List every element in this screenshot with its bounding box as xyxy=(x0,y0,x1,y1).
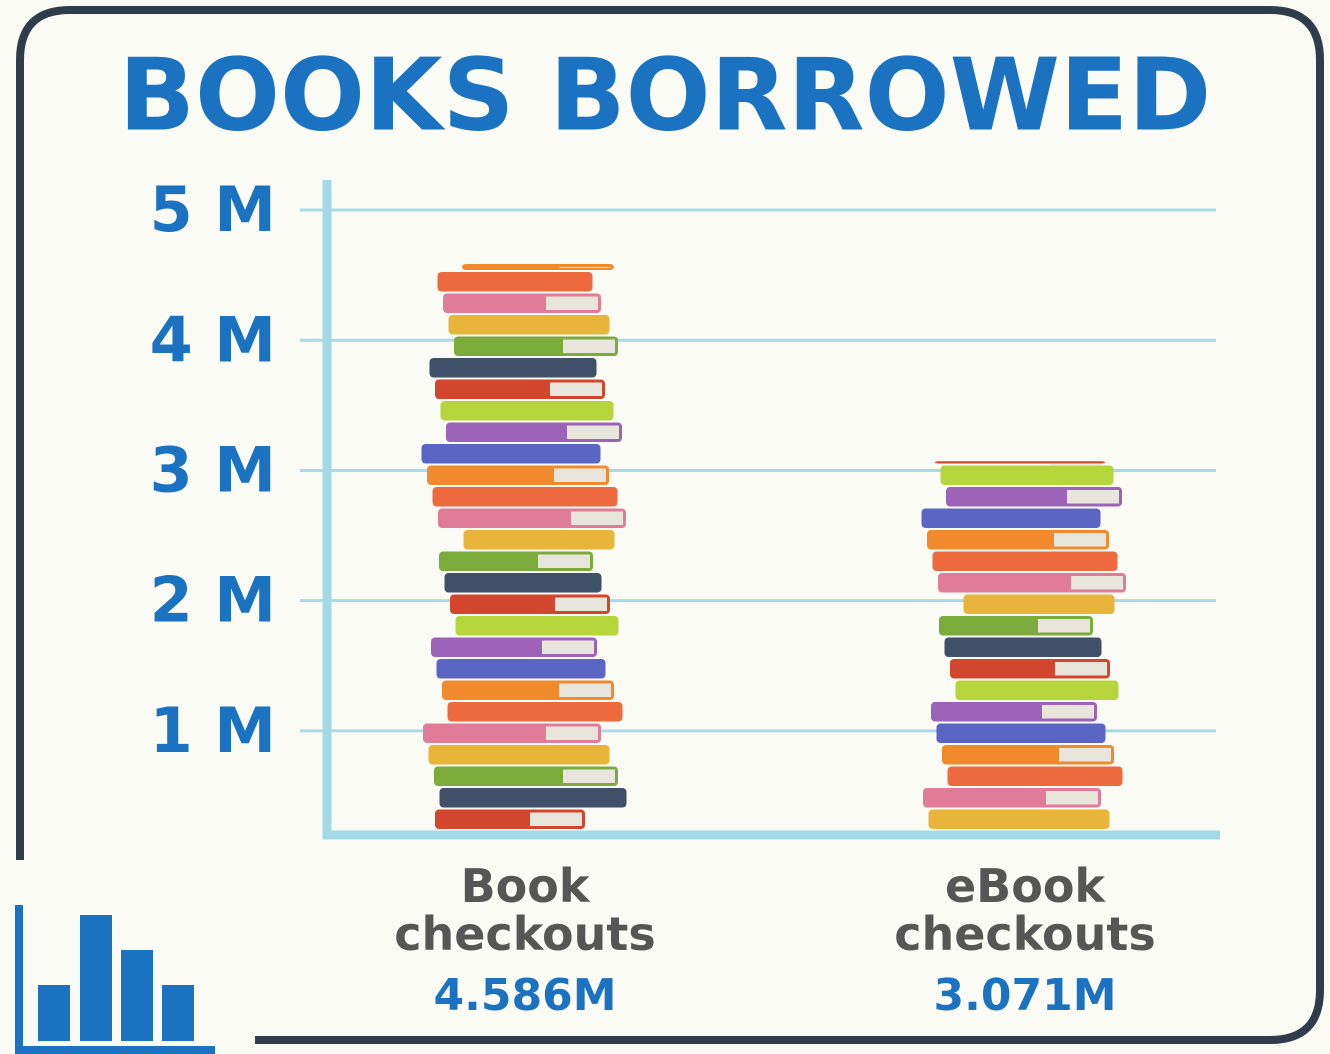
book-pages xyxy=(542,641,594,655)
book xyxy=(440,788,627,808)
book-pages xyxy=(555,598,607,612)
book-pages xyxy=(1071,576,1123,590)
book xyxy=(464,530,615,550)
book xyxy=(448,702,623,722)
y-tick-label: 4 M xyxy=(150,303,276,376)
book xyxy=(437,659,606,679)
book-pages xyxy=(1050,464,1102,465)
book xyxy=(935,461,1105,463)
book xyxy=(430,358,597,378)
book-pages xyxy=(1038,619,1090,633)
x-tick-label: Book checkouts xyxy=(365,862,685,958)
book-pages xyxy=(538,555,590,569)
book-pages xyxy=(546,727,598,741)
book-pages xyxy=(1055,662,1107,676)
book-pages xyxy=(1067,490,1119,504)
book xyxy=(433,487,618,507)
book xyxy=(964,595,1115,615)
book-pages xyxy=(563,340,615,354)
book xyxy=(445,573,602,593)
book xyxy=(948,767,1123,787)
y-tick-label: 2 M xyxy=(150,564,276,637)
book xyxy=(945,638,1102,658)
book-pages xyxy=(1059,748,1111,762)
book-stack xyxy=(922,461,1127,829)
value-label: 4.586M xyxy=(365,970,685,1021)
book xyxy=(456,616,619,636)
value-label: 3.071M xyxy=(865,970,1185,1021)
book xyxy=(449,315,610,335)
book xyxy=(429,745,610,765)
y-tick-label: 1 M xyxy=(150,694,276,767)
book-pages xyxy=(546,297,598,311)
book-pages xyxy=(567,426,619,440)
book-pages xyxy=(559,267,611,268)
y-tick-label: 5 M xyxy=(150,173,276,246)
book-pages xyxy=(550,383,602,397)
chart-title: BOOKS BORROWED xyxy=(119,36,1211,153)
book-pages xyxy=(571,512,623,526)
book-pages xyxy=(530,813,582,827)
book-pages xyxy=(1054,533,1106,547)
x-tick-label: eBook checkouts xyxy=(865,862,1185,958)
book-stack xyxy=(422,264,627,829)
book-pages xyxy=(1046,791,1098,805)
book xyxy=(937,724,1106,744)
book-pages xyxy=(559,684,611,698)
book xyxy=(929,810,1110,830)
book xyxy=(933,552,1118,572)
book-pages xyxy=(563,770,615,784)
page: BOOKS BORROWED 1 M 2 M 3 M 4 M 5 M Book chec… xyxy=(0,0,1330,1054)
book-pages xyxy=(554,469,606,483)
book xyxy=(438,272,593,292)
book xyxy=(922,509,1101,529)
book xyxy=(441,401,614,421)
book xyxy=(941,466,1114,486)
y-tick-label: 3 M xyxy=(150,434,276,507)
book xyxy=(422,444,601,464)
book-pages xyxy=(1042,705,1094,719)
book xyxy=(956,681,1119,701)
